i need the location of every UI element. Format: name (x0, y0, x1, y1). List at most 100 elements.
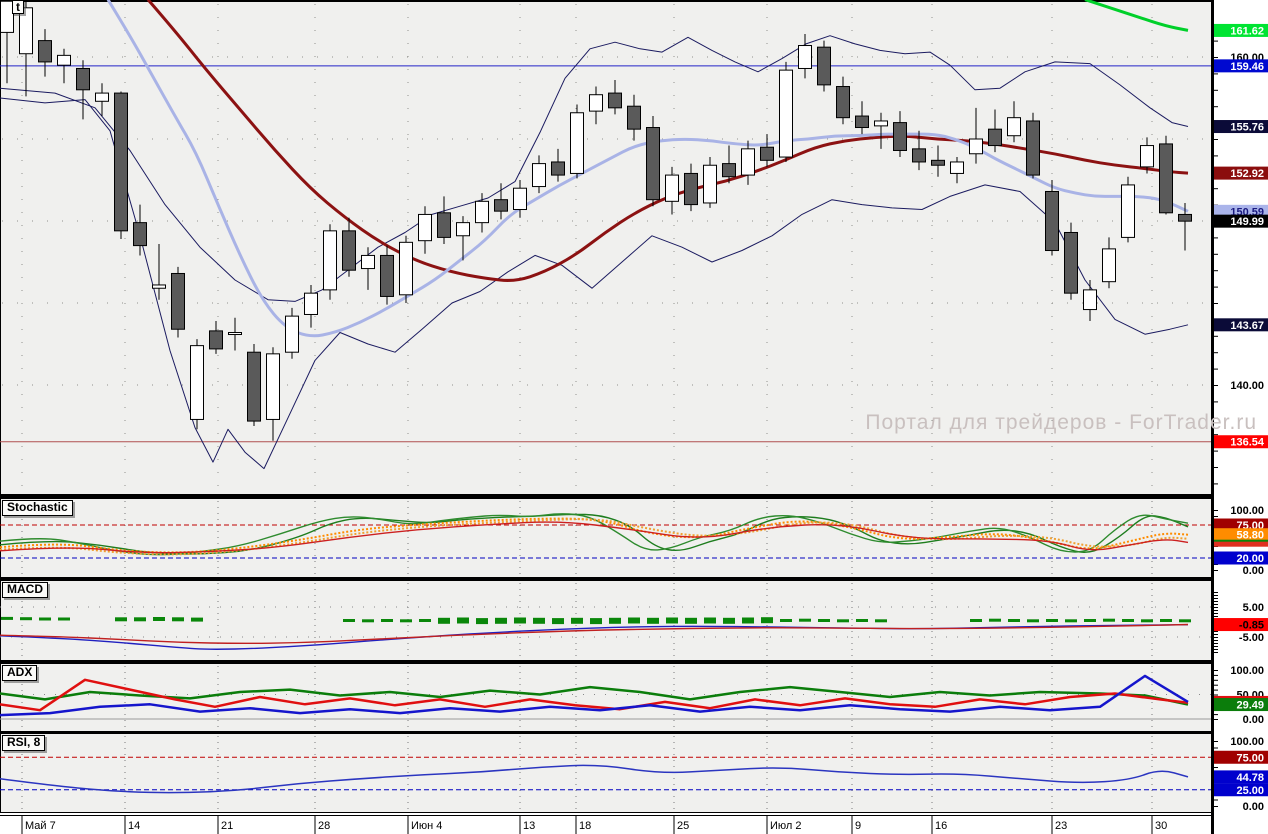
indicator-panel-rsi[interactable] (0, 756, 1211, 794)
macd-histogram-bar (571, 617, 583, 624)
price-label: 161.62 (1230, 25, 1264, 37)
price-label: 100.00 (1230, 736, 1264, 748)
macd-histogram-bar (742, 617, 754, 624)
macd-histogram-bar (20, 617, 32, 621)
macd-histogram-bar (856, 619, 868, 622)
panel-separator[interactable] (0, 494, 1211, 499)
candle-body (836, 86, 850, 119)
time-axis-label: 16 (935, 820, 947, 832)
candle-body (342, 230, 356, 271)
price-label-box (1214, 541, 1268, 547)
price-label: 58.80 (1236, 530, 1264, 542)
price-label-box (1214, 166, 1268, 180)
indicator-panel-stoch[interactable] (0, 513, 1211, 559)
macd-histogram-bar (438, 617, 450, 624)
time-axis-label: Июн 4 (411, 820, 442, 832)
stoch-line (0, 521, 1189, 554)
price-label: 140.00 (1230, 380, 1264, 392)
candle-body (570, 112, 584, 174)
candle-body (304, 292, 318, 315)
candle-body (1064, 231, 1078, 294)
candle-body (627, 105, 641, 130)
price-label: 100.00 (1230, 505, 1264, 517)
candle-body (893, 122, 907, 151)
macd-histogram-bar (875, 619, 887, 623)
macd-histogram-bar (1160, 619, 1172, 622)
macd-histogram-bar (1065, 619, 1077, 623)
macd-histogram-bar (1008, 619, 1020, 622)
candle-body (969, 138, 983, 155)
panel-title-stochastic: Stochastic (2, 500, 73, 516)
candle-body (437, 212, 451, 238)
panel-title-rsi: RSI, 8 (2, 735, 46, 751)
time-axis-background[interactable] (0, 816, 1211, 834)
macd-histogram-bar (533, 617, 545, 624)
macd-histogram-bar (400, 619, 412, 623)
macd-histogram-bar (989, 618, 1001, 622)
price-label-box (1214, 698, 1268, 712)
panel-separator[interactable] (0, 660, 1211, 664)
macd-histogram-bar (495, 617, 507, 624)
candle-body (57, 54, 71, 66)
stoch-line (0, 513, 1189, 555)
candle-body (0, 0, 14, 33)
price-scale[interactable]: 161.62160.00159.46155.76152.92150.59149.… (1214, 23, 1268, 813)
candle-body (228, 332, 242, 336)
macd-histogram-bar (1, 616, 13, 620)
panel-title-adx: ADX (2, 665, 38, 681)
macd-line (0, 624, 1189, 650)
price-label-box (1214, 695, 1268, 699)
price-label: -5.00 (1239, 632, 1264, 644)
price-label: 0.00 (1243, 801, 1264, 813)
price-label: 0.00 (1243, 714, 1264, 726)
macd-histogram-bar (115, 617, 127, 622)
candle-body (475, 200, 489, 224)
candle-body (1007, 117, 1021, 137)
price-label-box (1214, 318, 1268, 332)
price-label: -0.85 (1239, 620, 1264, 632)
time-axis-label: 9 (855, 820, 861, 832)
price-label: 20.00 (1236, 553, 1264, 565)
indicator-panel-macd[interactable] (0, 606, 1211, 650)
candle-body (418, 213, 432, 242)
macd-histogram-bar (381, 619, 393, 622)
candle-body (931, 159, 945, 166)
price-label: 0.00 (1243, 565, 1264, 577)
candle-body (988, 128, 1002, 147)
macd-histogram-bar (1103, 618, 1115, 622)
candle-body (646, 127, 660, 201)
main-price-panel[interactable] (0, 0, 1211, 470)
panel-separator[interactable] (0, 731, 1211, 734)
macd-histogram-bar (590, 618, 602, 625)
time-axis-label: 18 (579, 820, 591, 832)
candle-body (722, 163, 736, 178)
price-label-box (1214, 770, 1268, 784)
price-scale-background[interactable] (1214, 0, 1268, 834)
candle-body (551, 161, 565, 176)
price-label-box (1214, 59, 1268, 73)
time-axis[interactable]: Май 7 14 21 28 Июн 4 13 18 25 Июл 2 9 16 23 30 (21, 816, 1167, 834)
candle-body (760, 146, 774, 161)
candle-body (1102, 248, 1116, 283)
macd-histogram-bar (837, 619, 849, 623)
price-label-box (1214, 539, 1268, 543)
candle-body (114, 92, 128, 232)
time-axis-label: 13 (523, 820, 535, 832)
macd-histogram-bar (134, 617, 146, 622)
macd-histogram-bar (191, 617, 203, 622)
candlestick-series (0, 0, 1192, 441)
price-label: 29.49 (1236, 700, 1264, 712)
price-label-box (1214, 214, 1268, 228)
macd-histogram-bar (343, 619, 355, 622)
panel-separator[interactable] (0, 577, 1211, 581)
macd-histogram-bar (666, 617, 678, 624)
candle-body (266, 353, 280, 420)
indicator-panel-adx[interactable] (0, 674, 1211, 720)
macd-histogram-bar (1027, 619, 1039, 623)
macd-histogram-bar (780, 619, 792, 622)
price-label-box (1214, 435, 1268, 449)
candle-body (38, 40, 52, 63)
price-label: 25.00 (1236, 785, 1264, 797)
